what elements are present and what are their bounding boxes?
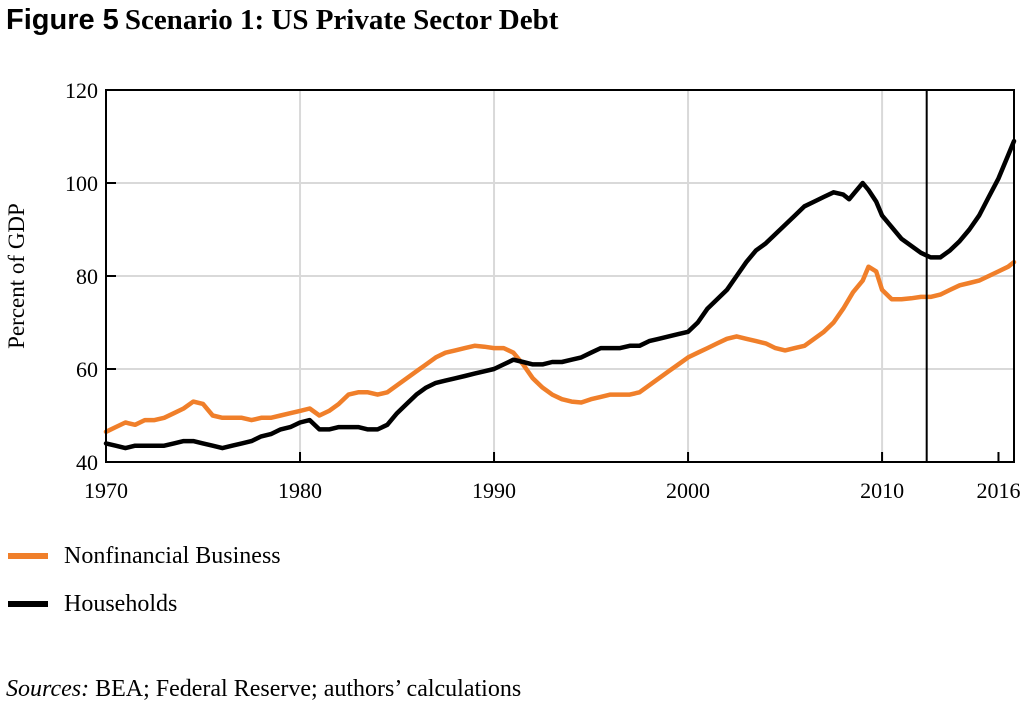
y-tick-label: 120 <box>65 78 98 103</box>
sources-prefix: Sources: <box>6 676 90 702</box>
x-tick-label: 2010 <box>860 478 904 503</box>
y-tick-label: 100 <box>65 171 98 196</box>
axis-ticks: 40 60 80 100 120 1970 1980 1990 2000 2010 2016 <box>65 78 1020 503</box>
chart-title: Scenario 1: US Private Sector Debt <box>124 4 559 36</box>
x-tick-label: 2000 <box>666 478 710 503</box>
sources-note: Sources: BEA; Federal Reserve; authors’ … <box>6 676 521 703</box>
figure-title: Figure 5 Scenario 1: US Private Sector De… <box>6 4 558 37</box>
legend-swatch-households <box>8 601 48 607</box>
series-line-households <box>103 138 1017 451</box>
figure-label: Figure 5 <box>6 4 119 36</box>
x-tick-label: 2016 <box>976 478 1020 503</box>
legend-label-nonfinancial-business: Nonfinancial Business <box>64 542 281 569</box>
series-layer <box>103 138 1017 451</box>
x-tick-label: 1970 <box>84 478 128 503</box>
y-tick-label: 60 <box>76 357 98 382</box>
x-tick-label: 1990 <box>472 478 516 503</box>
legend-item-nonfinancial-business: Nonfinancial Business <box>8 532 281 580</box>
x-tick-label: 1980 <box>278 478 322 503</box>
legend: Nonfinancial Business Households <box>8 532 281 628</box>
y-tick-label: 80 <box>76 264 98 289</box>
legend-swatch-nonfinancial-business <box>8 553 48 559</box>
series-line-nonfinancial-business <box>103 259 1017 435</box>
legend-label-households: Households <box>64 590 178 617</box>
legend-item-households: Households <box>8 580 281 628</box>
y-axis-label: Percent of GDP <box>4 203 29 349</box>
sources-text: BEA; Federal Reserve; authors’ calculati… <box>89 676 522 702</box>
y-tick-label: 40 <box>76 450 98 475</box>
